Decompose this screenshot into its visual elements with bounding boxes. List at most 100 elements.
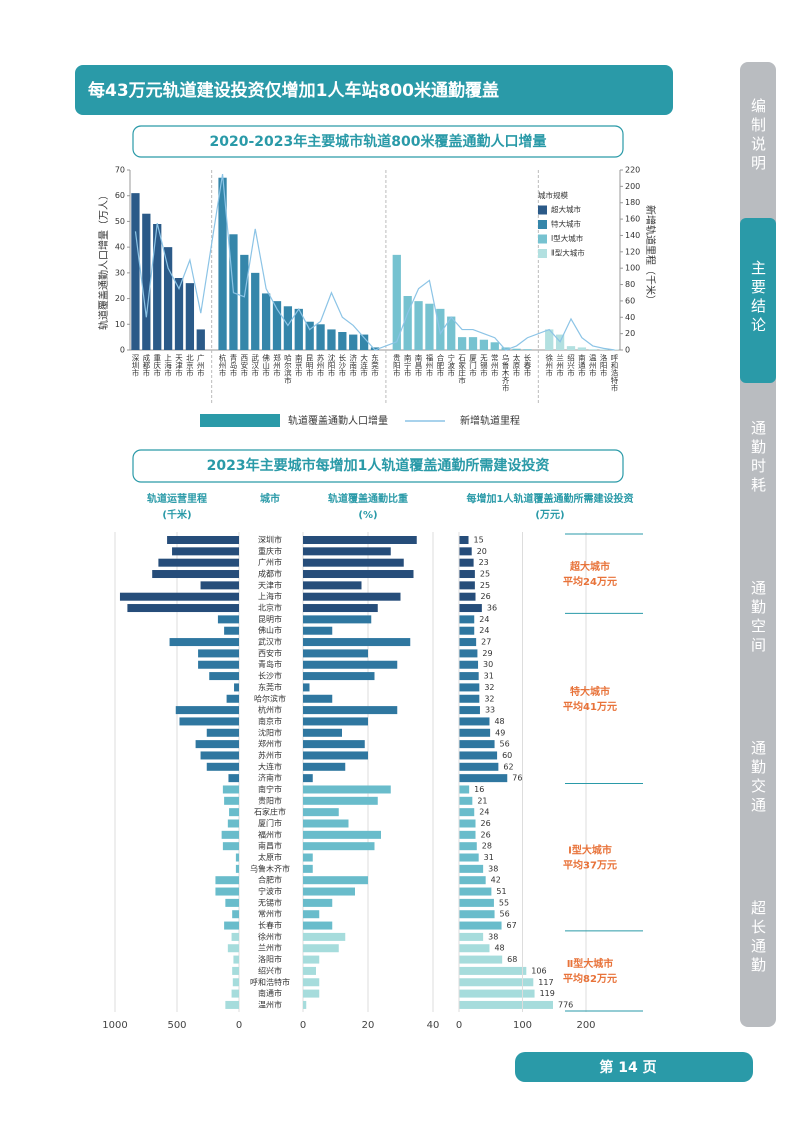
mileage-bar <box>225 1000 239 1009</box>
investment-bar <box>459 581 475 590</box>
ratio-bar <box>303 751 368 760</box>
x-tick-label: 南通市 <box>577 353 586 378</box>
chart-title-box <box>132 449 624 483</box>
mileage-bar <box>232 978 239 987</box>
data-label: 119 <box>540 989 555 998</box>
ratio-bar <box>303 887 355 896</box>
y2-tick-label: 180 <box>625 198 640 207</box>
data-label: 76 <box>512 774 522 783</box>
ratio-bar <box>303 547 391 556</box>
y2-tick-label: 200 <box>625 182 640 191</box>
city-label: 绍兴市 <box>258 965 282 975</box>
sidebar-tab: 通勤空间 <box>749 580 767 656</box>
ratio-bar <box>303 864 313 873</box>
bar <box>436 308 445 350</box>
x-tick-label: 0 <box>456 1020 462 1031</box>
investment-bar <box>459 864 484 873</box>
column-header: 城市 <box>260 492 280 505</box>
y2-tick-label: 220 <box>625 166 640 175</box>
x-tick-label: 成都市 <box>142 353 151 378</box>
investment-bar <box>459 989 535 998</box>
mileage-bar <box>119 592 239 601</box>
y-tick-label: 60 <box>115 191 125 200</box>
legend-swatch <box>538 249 547 258</box>
y2-tick-label: 40 <box>625 313 635 322</box>
legend-label: 超大城市 <box>551 204 581 214</box>
ratio-bar <box>303 728 342 737</box>
y2-tick-label: 0 <box>625 346 630 355</box>
column-unit: (万元) <box>535 509 564 521</box>
y-tick-label: 40 <box>115 243 125 252</box>
data-label: 26 <box>481 819 491 828</box>
ratio-bar <box>303 989 320 998</box>
ratio-bar <box>303 604 378 613</box>
x-tick-label: 无锡市 <box>479 354 488 378</box>
legend-swatch <box>538 205 547 215</box>
y2-tick-label: 100 <box>625 264 640 273</box>
x-tick-label: 佛山市 <box>261 353 270 378</box>
investment-bar <box>459 536 469 544</box>
city-label: 青岛市 <box>258 659 282 669</box>
city-label: 呼和浩特市 <box>250 977 290 987</box>
x-tick-label: 长春市 <box>523 353 532 378</box>
bar <box>599 349 608 350</box>
city-label: 合肥市 <box>258 875 282 885</box>
bar <box>392 254 401 350</box>
x-tick-label: 沈阳市 <box>327 353 336 378</box>
city-label: 福州市 <box>258 829 282 839</box>
city-label: 西安市 <box>258 648 282 658</box>
x-tick-label: 洛阳市 <box>599 353 608 378</box>
x-tick-label: 200 <box>576 1020 595 1031</box>
investment-bar <box>459 898 494 907</box>
data-label: 36 <box>487 604 497 613</box>
bar <box>403 296 412 350</box>
mileage-bar <box>224 921 239 930</box>
bar <box>588 349 597 350</box>
ratio-bar <box>303 683 310 692</box>
investment-bar <box>459 706 480 715</box>
ratio-bar <box>303 921 333 930</box>
ratio-bar <box>303 898 333 907</box>
city-label: 贵阳市 <box>258 795 282 805</box>
ratio-bar <box>303 638 411 647</box>
bar <box>196 329 205 350</box>
investment-bar <box>459 683 480 692</box>
data-label: 16 <box>474 785 484 794</box>
ratio-bar <box>303 1000 307 1009</box>
investment-bar <box>459 570 475 579</box>
ratio-bar <box>303 978 320 987</box>
investment-bar <box>459 694 480 703</box>
x-tick-label: 苏州市 <box>316 353 325 378</box>
bar <box>349 334 358 350</box>
investment-bar <box>459 751 498 760</box>
city-label: 无锡市 <box>258 897 282 907</box>
data-label: 28 <box>482 842 492 851</box>
data-label: 56 <box>500 910 510 919</box>
investment-bar <box>459 592 476 601</box>
group-annotation: 平均41万元 <box>563 700 617 713</box>
column-unit: (%) <box>358 510 377 521</box>
y-tick-label: 0 <box>120 346 125 355</box>
investment-bar <box>459 796 473 805</box>
bar <box>316 324 325 350</box>
city-label: 长沙市 <box>258 671 282 681</box>
group-annotation: 平均82万元 <box>563 972 617 985</box>
data-label: 29 <box>482 649 492 658</box>
ratio-bar <box>303 819 349 828</box>
investment-bar <box>459 649 478 658</box>
ratio-bar <box>303 717 368 726</box>
data-label: 51 <box>496 887 506 896</box>
ratio-bar <box>303 876 368 885</box>
city-label: 南京市 <box>258 716 282 726</box>
ratio-bar <box>303 581 362 590</box>
ratio-bar <box>303 785 391 794</box>
investment-bar <box>459 762 499 771</box>
mileage-bar <box>198 660 239 669</box>
legend-title: 城市规模 <box>538 190 568 200</box>
bar <box>370 347 380 350</box>
ratio-bar <box>303 649 368 658</box>
investment-bar <box>459 966 527 975</box>
x-tick-label: 济南市 <box>348 353 357 378</box>
x-tick-label: 1000 <box>102 1020 127 1031</box>
